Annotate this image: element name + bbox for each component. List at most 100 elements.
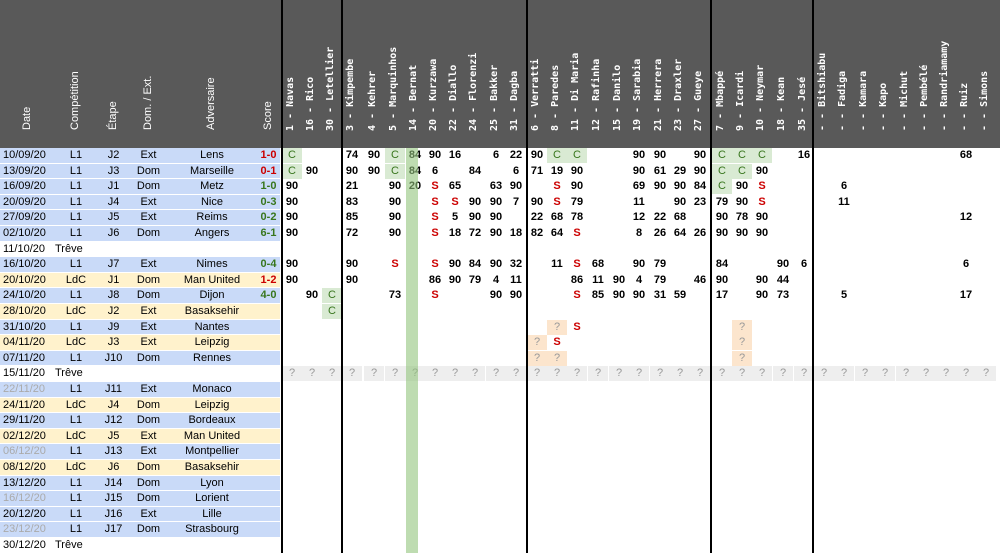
match-row <box>0 241 280 257</box>
cell-unknown: ? <box>282 366 302 382</box>
player-minutes: 21 <box>345 180 359 193</box>
player-name: 22 - Diallo <box>448 64 459 131</box>
player-header: 3 - Kimpembe <box>342 0 362 148</box>
player-minutes: 26 <box>693 227 707 239</box>
match-score: 0-2 <box>260 211 277 224</box>
match-row <box>0 382 280 397</box>
player-header: 12 - Rafinha <box>588 0 608 148</box>
player-minutes: 72 <box>468 227 482 239</box>
player-minutes: 90 <box>776 258 790 271</box>
player-name: 7 - Mbappé <box>715 70 726 131</box>
match-row <box>0 397 280 413</box>
player-name: 27 - Gueye <box>693 70 704 131</box>
match-stage: J7 <box>107 258 120 271</box>
player-minutes: 11 <box>633 195 645 208</box>
player-minutes: 74 <box>345 149 359 161</box>
player-minutes: 90 <box>530 195 544 208</box>
player-name: 31 - Dagba <box>509 70 520 131</box>
match-row <box>0 163 280 179</box>
player-minutes: 90 <box>735 227 749 239</box>
player-header: - - Ruiz <box>956 0 976 148</box>
match-competition: L1 <box>69 149 83 161</box>
player-minutes: 79 <box>468 273 482 286</box>
bernat-column <box>406 148 418 553</box>
match-stage: J15 <box>104 492 123 505</box>
cell-unknown: ? <box>650 366 670 382</box>
match-venue: Dom <box>136 414 161 427</box>
match-date: 29/11/20 <box>3 414 46 427</box>
match-opponent: Basaksehir <box>184 461 240 473</box>
match-competition: L1 <box>69 351 83 364</box>
match-venue <box>130 538 167 553</box>
player-minutes: 90 <box>509 289 523 302</box>
match-score: 6-1 <box>260 227 277 239</box>
cell-unknown: ? <box>567 366 587 382</box>
player-minutes: C <box>282 148 302 163</box>
match-opponent <box>167 366 257 381</box>
header-label: Compétition <box>69 71 81 130</box>
match-score: 0-1 <box>260 164 277 177</box>
player-minutes: 11 <box>510 273 522 286</box>
match-date: 31/10/20 <box>3 320 46 333</box>
player-minutes: 85 <box>591 289 605 302</box>
player-header: 4 - Kehrer <box>364 0 384 148</box>
player-minutes: 72 <box>345 227 359 239</box>
player-minutes: 90 <box>489 195 503 208</box>
match-score <box>257 522 280 537</box>
player-header: 8 - Paredes <box>547 0 567 148</box>
match-venue: Ext <box>140 258 157 271</box>
player-minutes: S <box>431 258 439 271</box>
cell-unknown: ? <box>690 366 710 382</box>
player-minutes: C <box>712 148 732 163</box>
player-name: 24 - Florenzi <box>468 52 479 131</box>
cell-unknown: ? <box>936 366 956 382</box>
player-header: 31 - Dagba <box>506 0 526 148</box>
player-name: - - Fadiga <box>837 70 848 131</box>
match-date: 02/12/20 <box>3 429 46 442</box>
cell-unknown: ? <box>425 366 445 382</box>
match-row <box>0 366 280 381</box>
player-minutes: 90 <box>367 164 381 177</box>
player-minutes: 18 <box>509 227 523 239</box>
player-minutes: 32 <box>509 258 523 271</box>
match-row <box>0 444 280 459</box>
match-date: 28/10/20 <box>3 305 46 317</box>
match-stage: J2 <box>107 149 120 161</box>
match-venue: Dom <box>136 164 161 177</box>
match-score <box>257 382 280 397</box>
player-header: - - Michut <box>896 0 916 148</box>
player-minutes: 90 <box>345 258 359 271</box>
match-score <box>257 413 280 428</box>
player-minutes: 78 <box>735 211 749 224</box>
match-row <box>0 538 280 553</box>
header-cell: Étape <box>97 0 130 148</box>
cell-unknown: ? <box>875 366 895 382</box>
header-label: Étape <box>106 101 119 130</box>
player-name: 11 - Di Maria <box>570 52 581 131</box>
match-venue: Dom <box>136 227 161 239</box>
player-minutes: 7 <box>512 195 520 208</box>
player-minutes: 90 <box>673 180 687 193</box>
match-competition: LdC <box>65 429 87 442</box>
player-minutes: S <box>431 180 439 193</box>
player-minutes: 8 <box>635 227 643 239</box>
player-name: - - Randriamamy <box>939 40 950 131</box>
match-stage <box>97 538 130 553</box>
header-label: Score <box>261 101 274 130</box>
player-minutes: 90 <box>285 180 299 193</box>
player-name: 25 - Bakker <box>489 64 500 131</box>
player-minutes: 44 <box>776 273 790 286</box>
match-venue: Dom <box>136 476 161 489</box>
player-header: 16 - Rico <box>302 0 322 148</box>
cell-unknown: ? <box>773 366 793 382</box>
player-minutes: 90 <box>305 289 319 302</box>
match-score <box>257 366 280 381</box>
header-label: Dom. / Ext. <box>141 75 154 130</box>
match-stage: J14 <box>104 476 123 489</box>
player-name: 6 - Verratti <box>530 58 541 131</box>
player-minutes: 68 <box>959 149 973 161</box>
player-minutes: 90 <box>388 227 402 239</box>
match-stage: J3 <box>107 164 120 177</box>
player-minutes: 90 <box>755 211 769 224</box>
cell-unknown: ? <box>385 366 405 382</box>
